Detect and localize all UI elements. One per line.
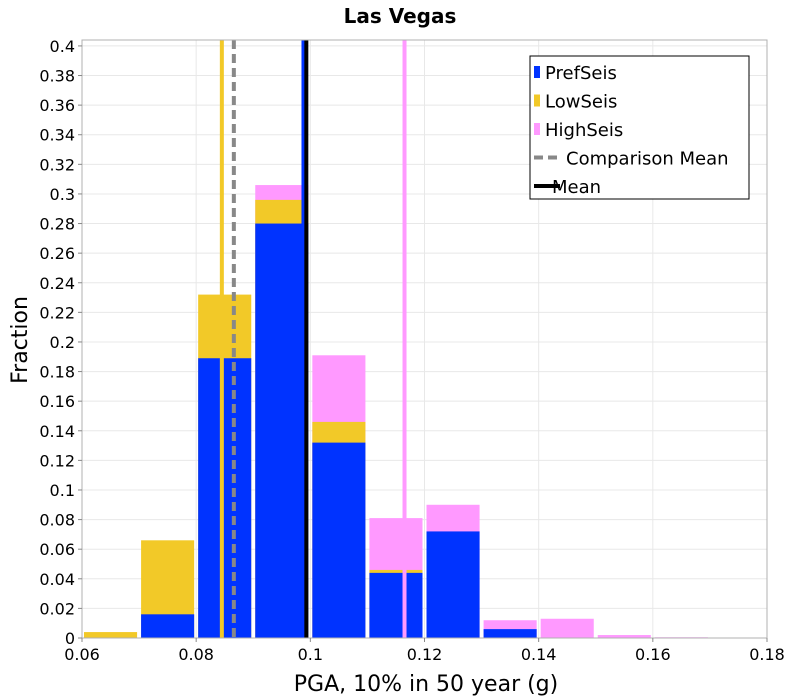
y-tick-label: 0.28 (39, 215, 75, 234)
y-tick-label: 0.14 (39, 422, 75, 441)
y-tick-label: 0.22 (39, 303, 75, 322)
y-axis-ticks: 0 0.02 0.04 0.06 0.08 0.1 0.12 0.14 0.16 0.18 0.2 0… (39, 37, 82, 648)
x-tick-label: 0.1 (298, 645, 323, 664)
y-tick-label: 0.02 (39, 599, 75, 618)
mean-lines (219, 40, 407, 638)
bar-prefseis-5 (369, 572, 423, 638)
x-axis-label: PGA, 10% in 50 year (g) (294, 672, 558, 697)
y-tick-label: 0.32 (39, 155, 75, 174)
legend-swatch-highseis (534, 123, 540, 135)
y-axis-label: Fraction (8, 296, 33, 384)
legend-label-prefseis: PrefSeis (545, 63, 617, 84)
bar-prefseis-3 (255, 223, 309, 638)
x-tick-label: 0.16 (635, 645, 671, 664)
bar-prefseis-6 (426, 531, 480, 638)
legend-swatch-prefseis (534, 66, 540, 78)
legend-label-highseis: HighSeis (545, 120, 623, 141)
x-axis-ticks: 0.06 0.08 0.1 0.12 0.14 0.16 0.18 (64, 638, 785, 664)
bar-lowseis-0 (84, 632, 138, 638)
bar-prefseis-4 (312, 442, 366, 638)
legend-swatch-lowseis (534, 94, 540, 107)
bars (84, 185, 708, 639)
legend-label-lowseis: LowSeis (545, 92, 617, 113)
y-tick-label: 0.06 (39, 540, 75, 559)
y-tick-label: 0.34 (39, 126, 75, 145)
x-tick-label: 0.06 (64, 645, 100, 664)
grid (81, 40, 768, 639)
y-tick-label: 0.36 (39, 96, 75, 115)
legend: PrefSeis LowSeis HighSeis Comparison Mean Me… (529, 55, 750, 200)
y-tick-label: 0.2 (50, 333, 75, 352)
y-tick-label: 0.04 (39, 570, 75, 589)
y-tick-label: 0.1 (50, 481, 75, 500)
chart-title: Las Vegas (344, 4, 457, 28)
y-tick-label: 0.08 (39, 511, 75, 530)
y-tick-label: 0 (65, 629, 75, 648)
y-tick-label: 0.18 (39, 363, 75, 382)
x-tick-label: 0.12 (407, 645, 443, 664)
y-tick-label: 0.24 (39, 274, 75, 293)
y-tick-label: 0.3 (50, 185, 75, 204)
y-tick-label: 0.12 (39, 451, 75, 470)
legend-box (529, 55, 750, 200)
y-tick-label: 0.38 (39, 67, 75, 86)
x-tick-label: 0.14 (521, 645, 557, 664)
x-tick-label: 0.18 (749, 645, 785, 664)
legend-label-mean: Mean (552, 177, 601, 198)
bar-prefseis-2 (198, 358, 252, 638)
bar-highseis-8 (540, 618, 594, 638)
y-tick-label: 0.4 (50, 37, 75, 56)
y-tick-label: 0.16 (39, 392, 75, 411)
bar-prefseis-7 (483, 629, 537, 638)
y-tick-label: 0.26 (39, 244, 75, 263)
x-tick-label: 0.08 (178, 645, 214, 664)
legend-label-comparison-mean: Comparison Mean (566, 149, 729, 170)
bar-highseis-9 (597, 635, 651, 638)
bar-prefseis-1 (141, 614, 195, 638)
